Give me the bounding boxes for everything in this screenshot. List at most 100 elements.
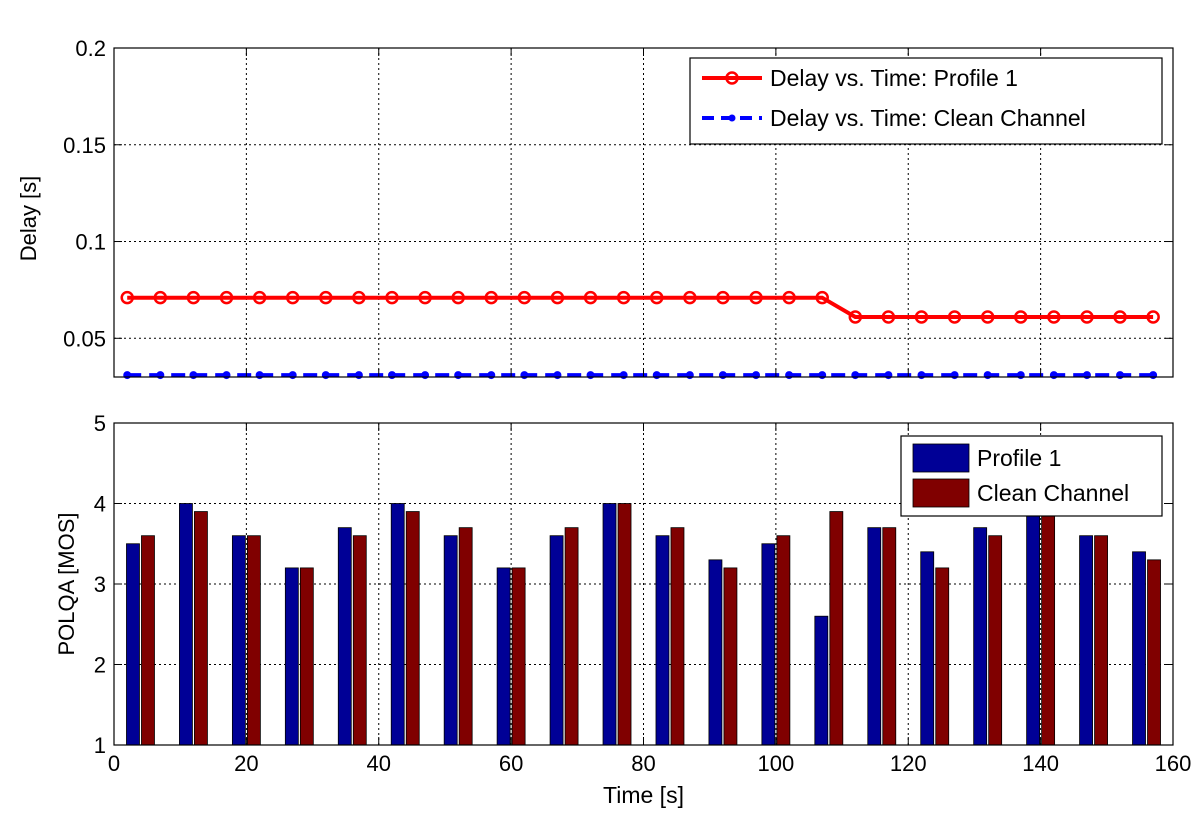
data-point-profile-1 [848,310,863,324]
data-point-profile-1 [881,310,896,324]
data-point-profile-1 [583,290,598,305]
bar-clean-channel [246,535,261,746]
bar-profile-1 [179,503,193,746]
bar-profile-1 [1079,535,1093,746]
bar-clean-channel [511,567,526,746]
data-point-profile-1 [285,290,300,305]
data-point-profile-1 [1080,310,1094,324]
bottom-y-tick-label: 3 [94,572,106,597]
bar-clean-channel [1094,535,1108,746]
data-point-profile-1 [683,290,697,305]
data-point-profile-1 [980,310,995,324]
data-point-profile-1 [649,290,664,305]
data-point-profile-1 [616,290,631,305]
bar-clean-channel [564,527,579,746]
bar-clean-channel [670,527,685,746]
legend-label-clean-channel: Delay vs. Time: Clean Channel [770,105,1086,131]
bar-profile-1 [496,567,511,746]
data-point-profile-1 [947,310,962,324]
bottom-x-tick-label: 80 [631,751,655,776]
bottom-x-tick-label: 100 [758,751,795,776]
data-point-profile-1 [153,290,168,305]
data-point-profile-1 [550,290,565,305]
bar-clean-channel [299,567,314,746]
bar-clean-channel [458,527,473,746]
bar-profile-1 [1026,511,1041,746]
legend-swatch-bar-profile-1 [912,443,970,473]
data-point-profile-1 [517,290,532,305]
bar-profile-1 [867,527,882,746]
legend-marker-profile-1 [725,71,739,85]
bottom-x-tick-label: 20 [234,751,258,776]
bar-profile-1 [920,551,935,746]
data-point-profile-1 [186,290,201,305]
legend-label-bar-profile-1: Profile 1 [977,445,1061,471]
bar-clean-channel [935,567,950,746]
bar-clean-channel [194,511,208,746]
bar-profile-1 [390,503,405,746]
top-y-tick-label: 0.2 [75,36,106,61]
data-point-profile-1 [815,290,829,305]
data-point-profile-1 [484,290,499,305]
data-point-profile-1 [716,290,730,305]
data-point-profile-1 [120,290,134,305]
bar-clean-channel [405,511,420,746]
bottom-x-tick-label: 160 [1155,751,1192,776]
bar-clean-channel [882,527,897,746]
bar-profile-1 [443,535,458,746]
bar-clean-channel [776,535,791,746]
data-point-profile-1 [749,290,763,305]
data-point-profile-1 [782,290,796,305]
bottom-x-tick-label: 60 [499,751,523,776]
bottom-x-tick-label: 120 [890,751,927,776]
bar-profile-1 [655,535,670,746]
data-point-profile-1 [1014,310,1028,324]
data-point-profile-1 [418,290,432,305]
data-point-profile-1 [1113,310,1127,324]
top-legend-box [689,57,1163,145]
legend-swatch-bar-clean-channel [912,478,970,508]
bottom-y-tick-label: 4 [94,492,106,517]
legend-marker-clean-channel [728,114,736,122]
bar-profile-1 [708,559,723,746]
top-y-tick-label: 0.15 [63,133,106,158]
bar-profile-1 [761,543,776,746]
bar-clean-channel [1147,559,1161,746]
bottom-y-tick-label: 2 [94,653,106,678]
bar-profile-1 [602,503,617,746]
data-point-profile-1 [219,290,234,305]
bar-profile-1 [126,543,140,746]
bottom-x-axis-label: Time [s] [603,782,684,808]
data-point-profile-1 [1146,310,1160,324]
bar-profile-1 [973,527,988,746]
top-y-axis-label: Delay [s] [16,176,41,262]
bottom-x-tick-label: 40 [367,751,391,776]
data-point-profile-1 [352,290,366,305]
top-y-tick-label: 0.05 [63,326,106,351]
data-point-profile-1 [319,290,333,305]
bottom-x-tick-label: 140 [1022,751,1059,776]
data-point-profile-1 [1047,310,1061,324]
bar-profile-1 [284,567,299,746]
bar-clean-channel [988,535,1003,746]
bar-clean-channel [617,503,632,746]
data-point-profile-1 [914,310,929,324]
legend-label-profile-1: Delay vs. Time: Profile 1 [770,65,1018,91]
bar-profile-1 [231,535,246,746]
bar-profile-1 [337,527,352,746]
bottom-y-tick-label: 1 [94,733,106,758]
bar-clean-channel [829,511,844,746]
bottom-x-tick-label: 0 [108,751,120,776]
bar-clean-channel [141,535,155,746]
bar-clean-channel [352,535,367,746]
bar-profile-1 [1132,551,1146,746]
bottom-y-axis-label: POLQA [MOS] [54,512,79,655]
bar-profile-1 [814,615,829,746]
bar-profile-1 [549,535,564,746]
bar-clean-channel [723,567,738,746]
bottom-y-tick-label: 5 [94,411,106,436]
legend-label-bar-clean-channel: Clean Channel [977,480,1129,506]
data-point-profile-1 [385,290,399,305]
